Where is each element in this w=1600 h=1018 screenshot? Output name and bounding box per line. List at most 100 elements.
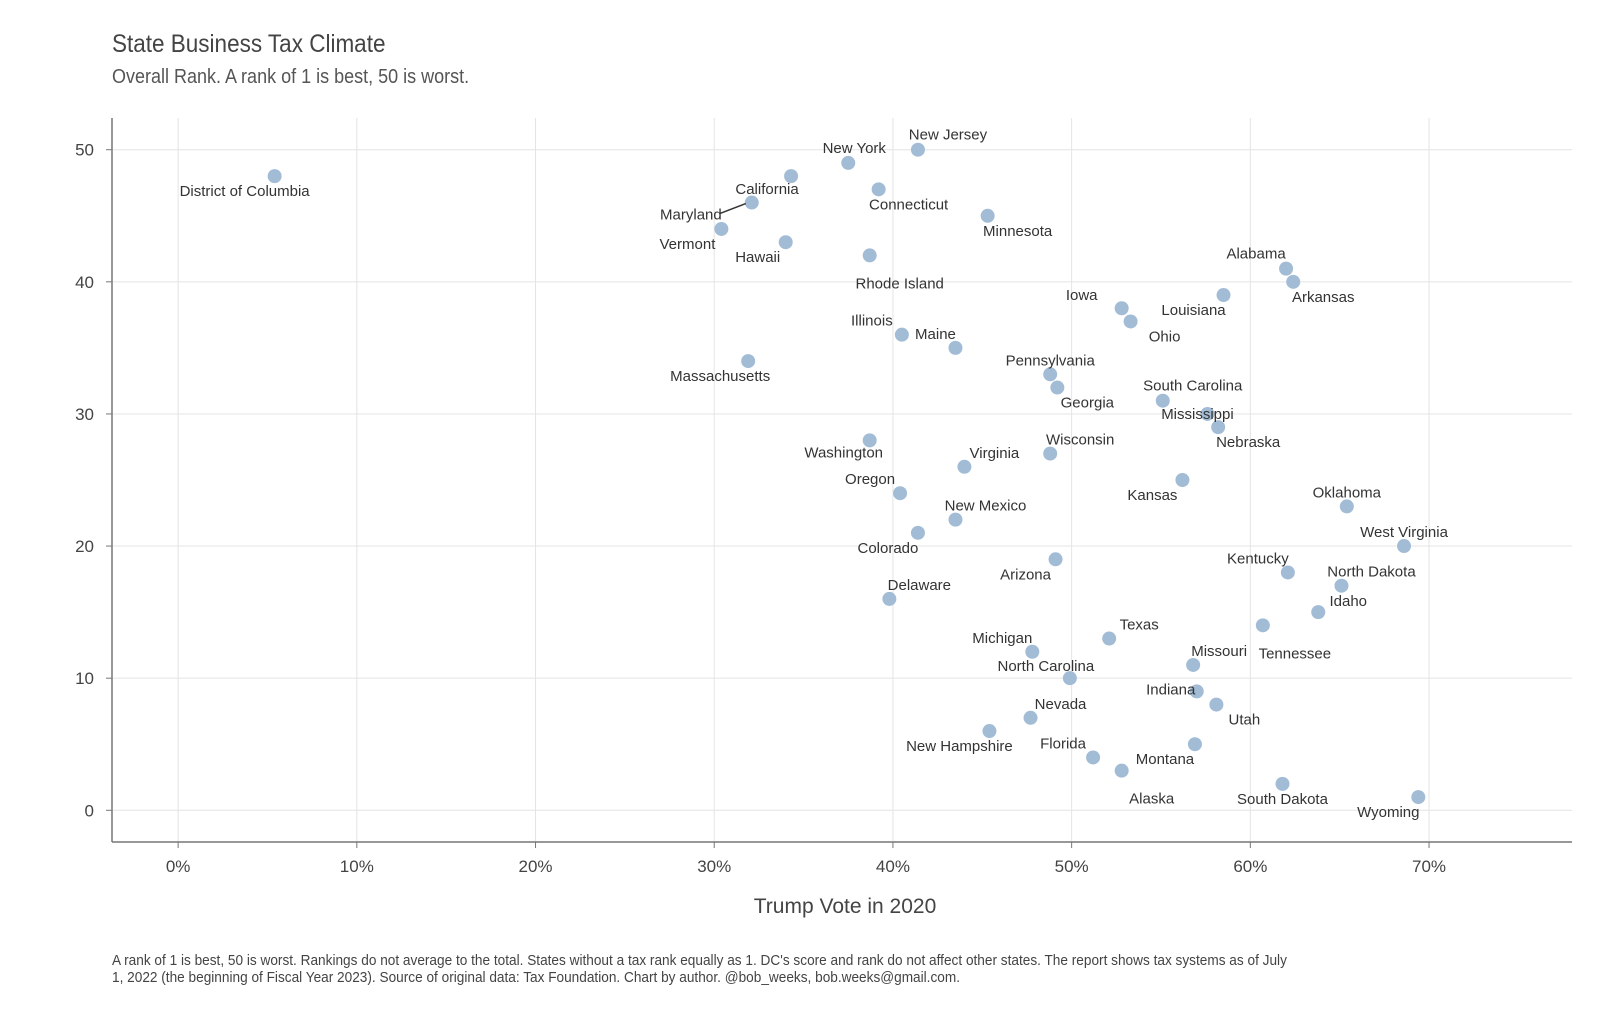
point-kansas (1175, 473, 1190, 487)
point-label: Louisiana (1161, 302, 1226, 319)
point-louisiana (1216, 288, 1231, 303)
point-utah (1209, 697, 1224, 712)
point-label: Illinois (851, 313, 893, 330)
point-label: Alabama (1226, 246, 1286, 263)
chart-title: State Business Tax Climate (112, 30, 386, 58)
point-alaska (1114, 763, 1129, 778)
point-label: Maine (915, 326, 956, 343)
point-label: Texas (1120, 617, 1159, 634)
point-label: Ohio (1149, 328, 1181, 345)
point-connecticut (871, 182, 886, 197)
point-label: Arizona (1000, 566, 1052, 583)
point-label: Alaska (1129, 791, 1175, 808)
x-tick-label: 40% (876, 857, 910, 876)
point-oregon (893, 486, 908, 501)
point-label: New Mexico (945, 498, 1027, 515)
y-tick-label: 50 (75, 141, 94, 160)
point-illinois (894, 327, 909, 342)
point-label: Kansas (1127, 487, 1177, 504)
point-new-jersey (910, 142, 925, 157)
point-maryland (744, 195, 759, 210)
point-label: Indiana (1146, 681, 1196, 698)
point-label: Wisconsin (1046, 432, 1114, 449)
point-label: Arkansas (1292, 289, 1355, 306)
y-tick-label: 20 (75, 537, 94, 556)
x-tick-label: 30% (697, 857, 731, 876)
point-arkansas (1286, 274, 1301, 289)
point-label: Tennessee (1259, 645, 1332, 662)
point-oklahoma (1339, 499, 1354, 514)
point-district-of-columbia (267, 169, 282, 184)
point-label: Montana (1136, 751, 1195, 768)
point-kentucky (1280, 565, 1295, 580)
chart-caption: A rank of 1 is best, 50 is worst. Rankin… (112, 953, 1287, 986)
point-label: Delaware (888, 577, 951, 594)
point-label: Maryland (660, 207, 722, 224)
point-south-carolina (1155, 393, 1170, 408)
point-nevada (1023, 710, 1038, 725)
point-label: West Virginia (1360, 524, 1448, 541)
point-label: Colorado (858, 540, 919, 557)
point-label: Virginia (970, 445, 1020, 462)
chart-subtitle: Overall Rank. A rank of 1 is best, 50 is… (112, 66, 470, 88)
point-alabama (1279, 261, 1294, 276)
x-tick-label: 70% (1412, 857, 1446, 876)
point-label: North Dakota (1327, 564, 1416, 581)
point-label: Oregon (845, 471, 895, 488)
point-label: Rhode Island (855, 275, 943, 292)
point-label: Minnesota (983, 223, 1053, 240)
point-label: South Dakota (1237, 791, 1329, 808)
point-label: Michigan (972, 630, 1032, 647)
point-label: South Carolina (1143, 378, 1243, 395)
point-label: Connecticut (869, 196, 949, 213)
point-north-carolina (1062, 671, 1077, 686)
point-label: New Jersey (909, 127, 988, 144)
point-florida (1086, 750, 1101, 765)
point-label: Vermont (660, 236, 717, 253)
point-delaware (882, 591, 897, 606)
maryland-leader-line (719, 202, 747, 215)
point-label: New York (823, 140, 887, 157)
point-hawaii (778, 235, 793, 250)
point-nebraska (1211, 420, 1226, 435)
point-idaho (1311, 605, 1326, 620)
point-north-dakota (1334, 578, 1349, 593)
point-label: Georgia (1061, 395, 1115, 412)
point-label: Washington (804, 444, 883, 461)
point-california (784, 169, 799, 184)
point-minnesota (980, 208, 995, 223)
point-label: Nevada (1035, 696, 1087, 713)
point-new-york (841, 155, 856, 170)
point-maine (948, 340, 963, 355)
point-mississippi (1200, 406, 1215, 421)
x-axis-label: Trump Vote in 2020 (754, 895, 937, 918)
point-label: California (735, 181, 799, 198)
point-label: Oklahoma (1313, 484, 1382, 501)
point-label: Massachusetts (670, 368, 770, 385)
point-massachusetts (741, 354, 756, 369)
point-colorado (910, 525, 925, 540)
point-georgia (1050, 380, 1065, 395)
point-montana (1187, 737, 1202, 752)
point-label: Utah (1229, 712, 1261, 729)
point-label: District of Columbia (180, 183, 311, 200)
point-label: New Hampshire (906, 738, 1013, 755)
axes: 0% 10% 20% 30% 40% 50% 60% 70% 0 10 20 30 40 50 (75, 118, 1572, 876)
point-vermont (714, 221, 729, 236)
point-label: Pennsylvania (1006, 352, 1096, 369)
point-wisconsin (1043, 446, 1058, 461)
point-arizona (1048, 552, 1063, 567)
data-points (267, 142, 1426, 805)
point-rhode-island (862, 248, 877, 263)
grid-lines (112, 118, 1572, 842)
point-indiana (1189, 684, 1204, 699)
x-tick-label: 0% (166, 857, 191, 876)
y-tick-label: 10 (75, 669, 94, 688)
x-tick-label: 20% (519, 857, 553, 876)
point-label: Wyoming (1357, 804, 1419, 821)
point-label: Iowa (1066, 287, 1098, 304)
point-ohio (1123, 314, 1138, 329)
point-west-virginia (1397, 539, 1412, 554)
point-label: North Carolina (997, 658, 1094, 675)
